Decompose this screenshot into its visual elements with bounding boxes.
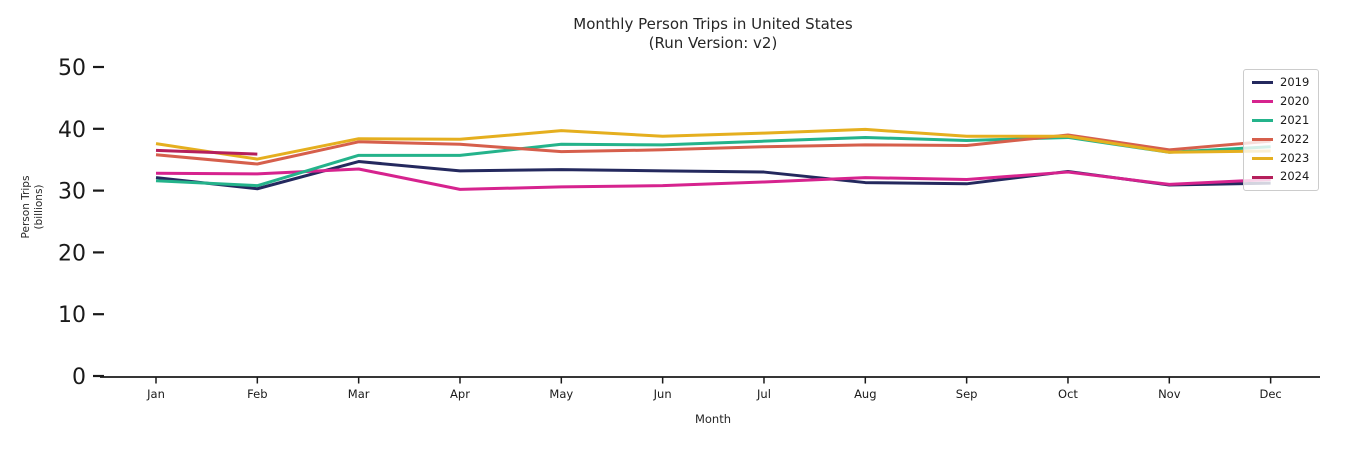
legend-label-2020: 2020 bbox=[1280, 93, 1310, 108]
x-axis-label: Month bbox=[694, 412, 732, 426]
x-tick-label: Mar bbox=[348, 387, 370, 401]
chart-subtitle: (Run Version: v2) bbox=[648, 34, 778, 52]
legend: 2019 2020 2021 2022 2023 2024 bbox=[1243, 69, 1319, 191]
legend-item-2020: 2020 bbox=[1252, 93, 1310, 108]
x-tick-label: Jul bbox=[756, 387, 771, 401]
x-tick-label: Oct bbox=[1058, 387, 1078, 401]
y-tick-label: 40 bbox=[58, 118, 86, 143]
legend-swatch-2021 bbox=[1252, 119, 1273, 123]
x-tick-label: Sep bbox=[956, 387, 978, 401]
legend-swatch-2019 bbox=[1252, 81, 1273, 85]
y-tick-label: 50 bbox=[58, 56, 86, 81]
legend-label-2023: 2023 bbox=[1280, 150, 1310, 165]
x-tick-label: Feb bbox=[247, 387, 267, 401]
legend-swatch-2023 bbox=[1252, 156, 1273, 160]
x-tick-label: Aug bbox=[854, 387, 876, 401]
series-line-2024 bbox=[155, 148, 258, 156]
x-tick-label: Dec bbox=[1259, 387, 1281, 401]
legend-item-2021: 2021 bbox=[1252, 112, 1310, 127]
legend-item-2024: 2024 bbox=[1252, 171, 1310, 183]
legend-item-2019: 2019 bbox=[1252, 75, 1310, 89]
y-tick-label: 20 bbox=[58, 241, 86, 266]
legend-label-2021: 2021 bbox=[1280, 112, 1310, 127]
legend-label-2019: 2019 bbox=[1280, 75, 1310, 89]
x-tick-label: May bbox=[549, 387, 573, 401]
legend-label-2024: 2024 bbox=[1280, 169, 1310, 184]
y-tick-label: 30 bbox=[58, 180, 86, 205]
chart-title: Monthly Person Trips in United States bbox=[573, 15, 853, 33]
y-tick-label: 10 bbox=[58, 303, 86, 328]
series-line-2022 bbox=[155, 133, 1271, 166]
x-tick-label: Nov bbox=[1158, 387, 1181, 401]
legend-swatch-2022 bbox=[1252, 137, 1273, 141]
x-tick-label: Apr bbox=[450, 387, 470, 401]
legend-swatch-2020 bbox=[1252, 100, 1273, 104]
chart-title-block: Monthly Person Trips in United States (R… bbox=[100, 15, 1326, 53]
legend-label-2022: 2022 bbox=[1280, 131, 1310, 146]
legend-swatch-2024 bbox=[1252, 175, 1273, 179]
x-tick-label: Jan bbox=[146, 387, 165, 401]
series-line-2020 bbox=[155, 167, 1271, 191]
y-tick-label: 0 bbox=[72, 365, 86, 390]
x-tick-label: Jun bbox=[653, 387, 672, 401]
legend-item-2022: 2022 bbox=[1252, 131, 1310, 146]
series-line-2023 bbox=[155, 127, 1271, 161]
legend-item-2023: 2023 bbox=[1252, 150, 1310, 165]
